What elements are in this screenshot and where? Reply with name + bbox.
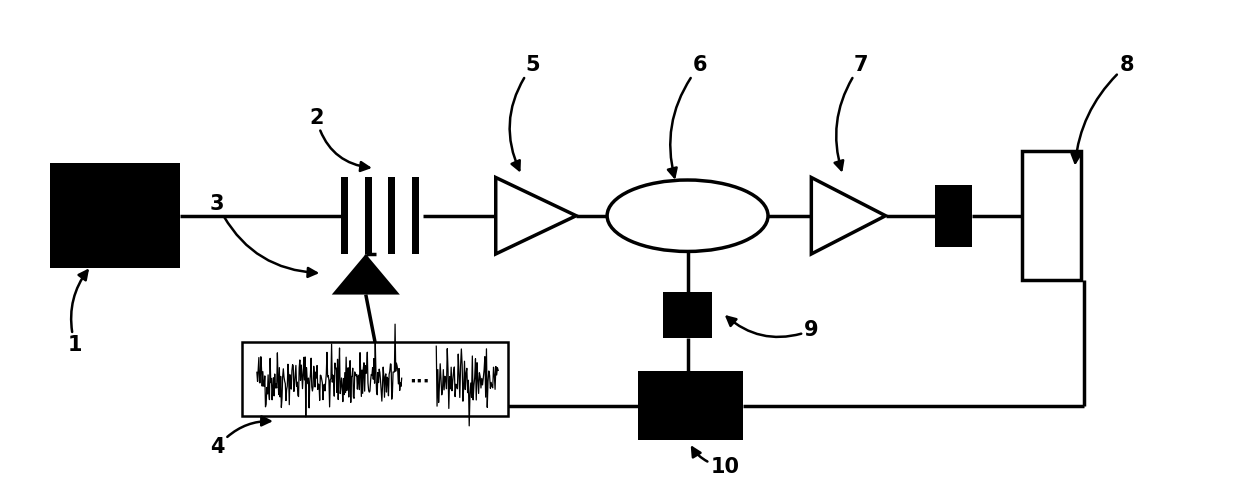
Polygon shape <box>812 178 886 254</box>
Bar <box>935 185 973 247</box>
Bar <box>51 163 180 268</box>
Polygon shape <box>496 178 576 254</box>
Text: 7: 7 <box>835 55 869 170</box>
Bar <box>638 371 743 440</box>
Text: 6: 6 <box>668 55 707 177</box>
Bar <box>1022 151 1082 280</box>
Polygon shape <box>332 254 400 295</box>
Ellipse shape <box>607 180 768 252</box>
Bar <box>411 178 419 254</box>
Text: 3: 3 <box>211 194 317 277</box>
Text: 5: 5 <box>509 55 540 170</box>
Text: 8: 8 <box>1072 55 1134 163</box>
Text: 2: 2 <box>309 108 369 171</box>
Text: 4: 4 <box>211 417 270 457</box>
Bar <box>663 292 712 337</box>
Bar <box>388 178 395 254</box>
Bar <box>364 178 372 254</box>
Text: 9: 9 <box>727 317 819 340</box>
Text: 10: 10 <box>693 447 740 477</box>
Bar <box>242 342 508 417</box>
Bar <box>341 178 348 254</box>
Text: 1: 1 <box>68 271 88 355</box>
Text: ⋅⋅⋅: ⋅⋅⋅ <box>409 373 429 391</box>
